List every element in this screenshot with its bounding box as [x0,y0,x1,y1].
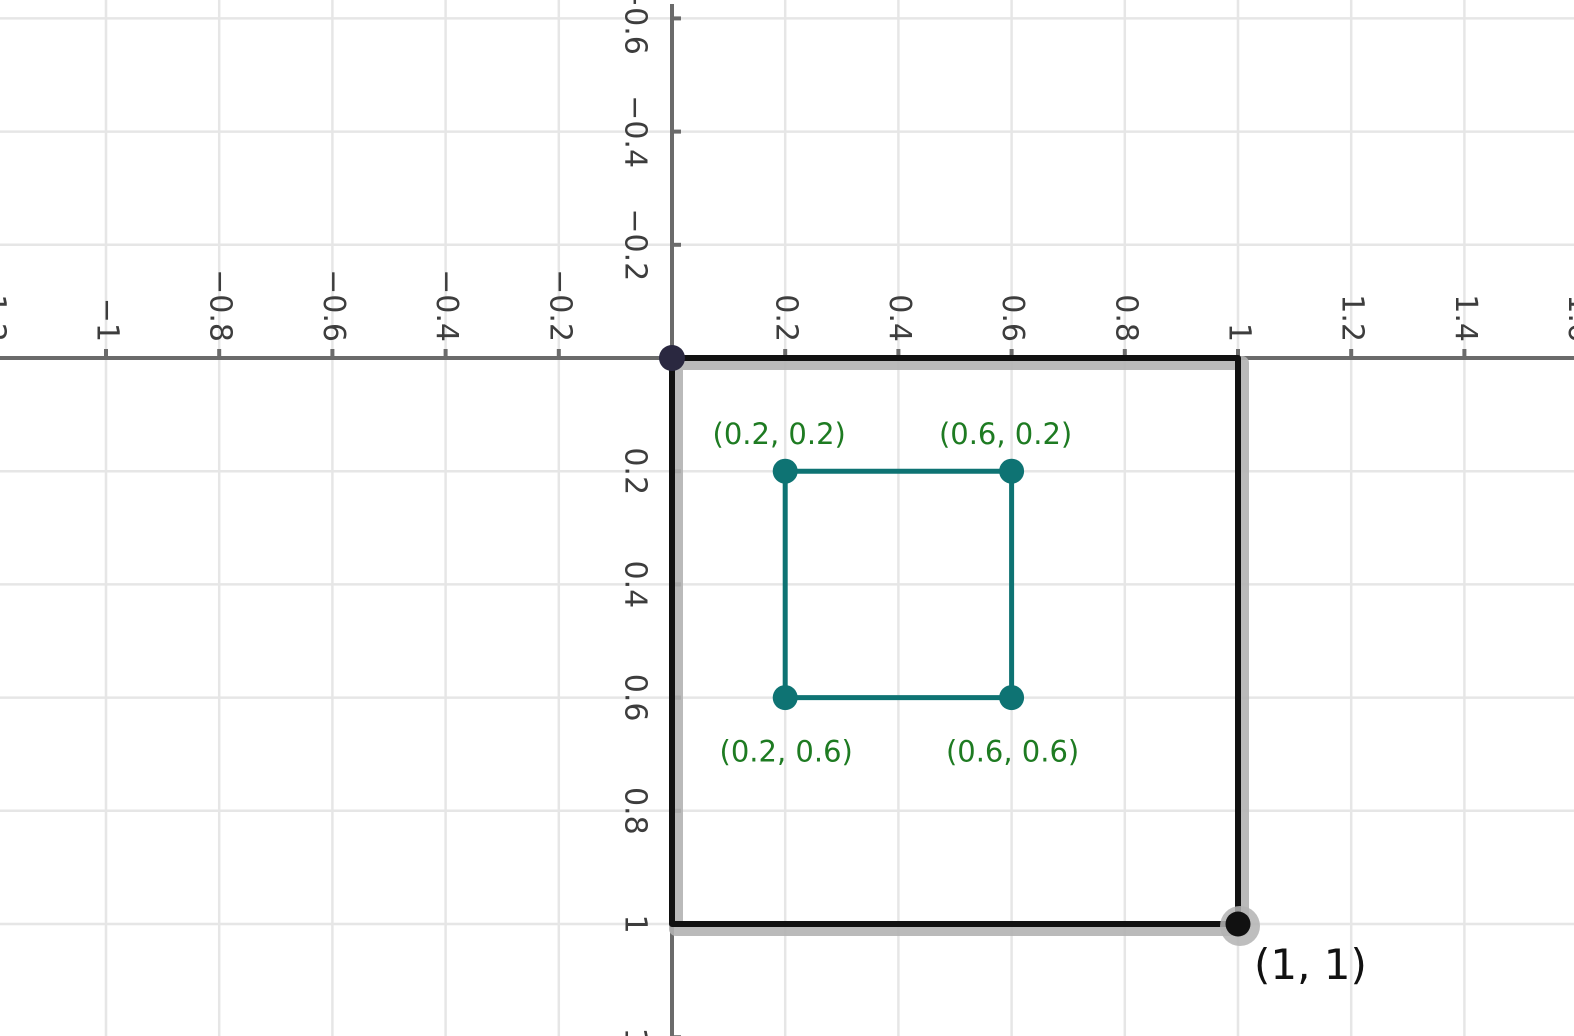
point-marker[interactable] [1225,911,1251,937]
points [659,345,1260,946]
x-tick-label: −0.6 [316,269,351,342]
y-tick-label: 0.2 [618,447,653,495]
point-marker[interactable] [659,345,685,371]
y-tick-label: −0.4 [618,95,653,168]
x-tick-label: −0.4 [429,269,464,342]
x-tick-label: 0.6 [995,294,1030,342]
point-marker[interactable] [999,685,1025,711]
x-tick-label: 1 [1222,323,1257,342]
x-tick-label: −1 [90,298,125,342]
point-marker[interactable] [999,458,1025,484]
point-label: (0.6, 0.2) [939,417,1072,451]
y-tick-label: 0.6 [618,674,653,722]
x-tick-label: 0.4 [882,294,917,342]
point-label: (0.2, 0.6) [720,735,853,769]
y-tick-label: 0.4 [618,561,653,609]
x-tick-label: 0.2 [769,294,804,342]
point-marker[interactable] [772,685,798,711]
x-tick-label: 1.2 [1335,294,1370,342]
y-tick-label: 1 [618,1028,653,1036]
x-tick-label: 1.4 [1448,294,1483,342]
point-label: (0.6, 0.6) [946,735,1079,769]
x-tick-label: −0.8 [203,269,238,342]
y-tick-label: −0.2 [618,208,653,281]
x-tick-label: 1.6 [1561,294,1574,342]
point-label: (0.2, 0.2) [713,417,846,451]
point-label: (1, 1) [1254,940,1367,989]
y-tick-label: 0.8 [618,787,653,835]
x-tick-label: 0.8 [1108,294,1143,342]
x-tick-label: −1.2 [0,269,11,342]
x-tick-label: −0.2 [542,269,577,342]
y-tick-label: −0.6 [618,0,653,55]
labels: (0.2, 0.2) (0.6, 0.2) (0.2, 0.6) (0.6, 0.6)… [713,417,1367,989]
point-marker[interactable] [772,458,798,484]
y-tick-label: 1 [618,914,653,933]
